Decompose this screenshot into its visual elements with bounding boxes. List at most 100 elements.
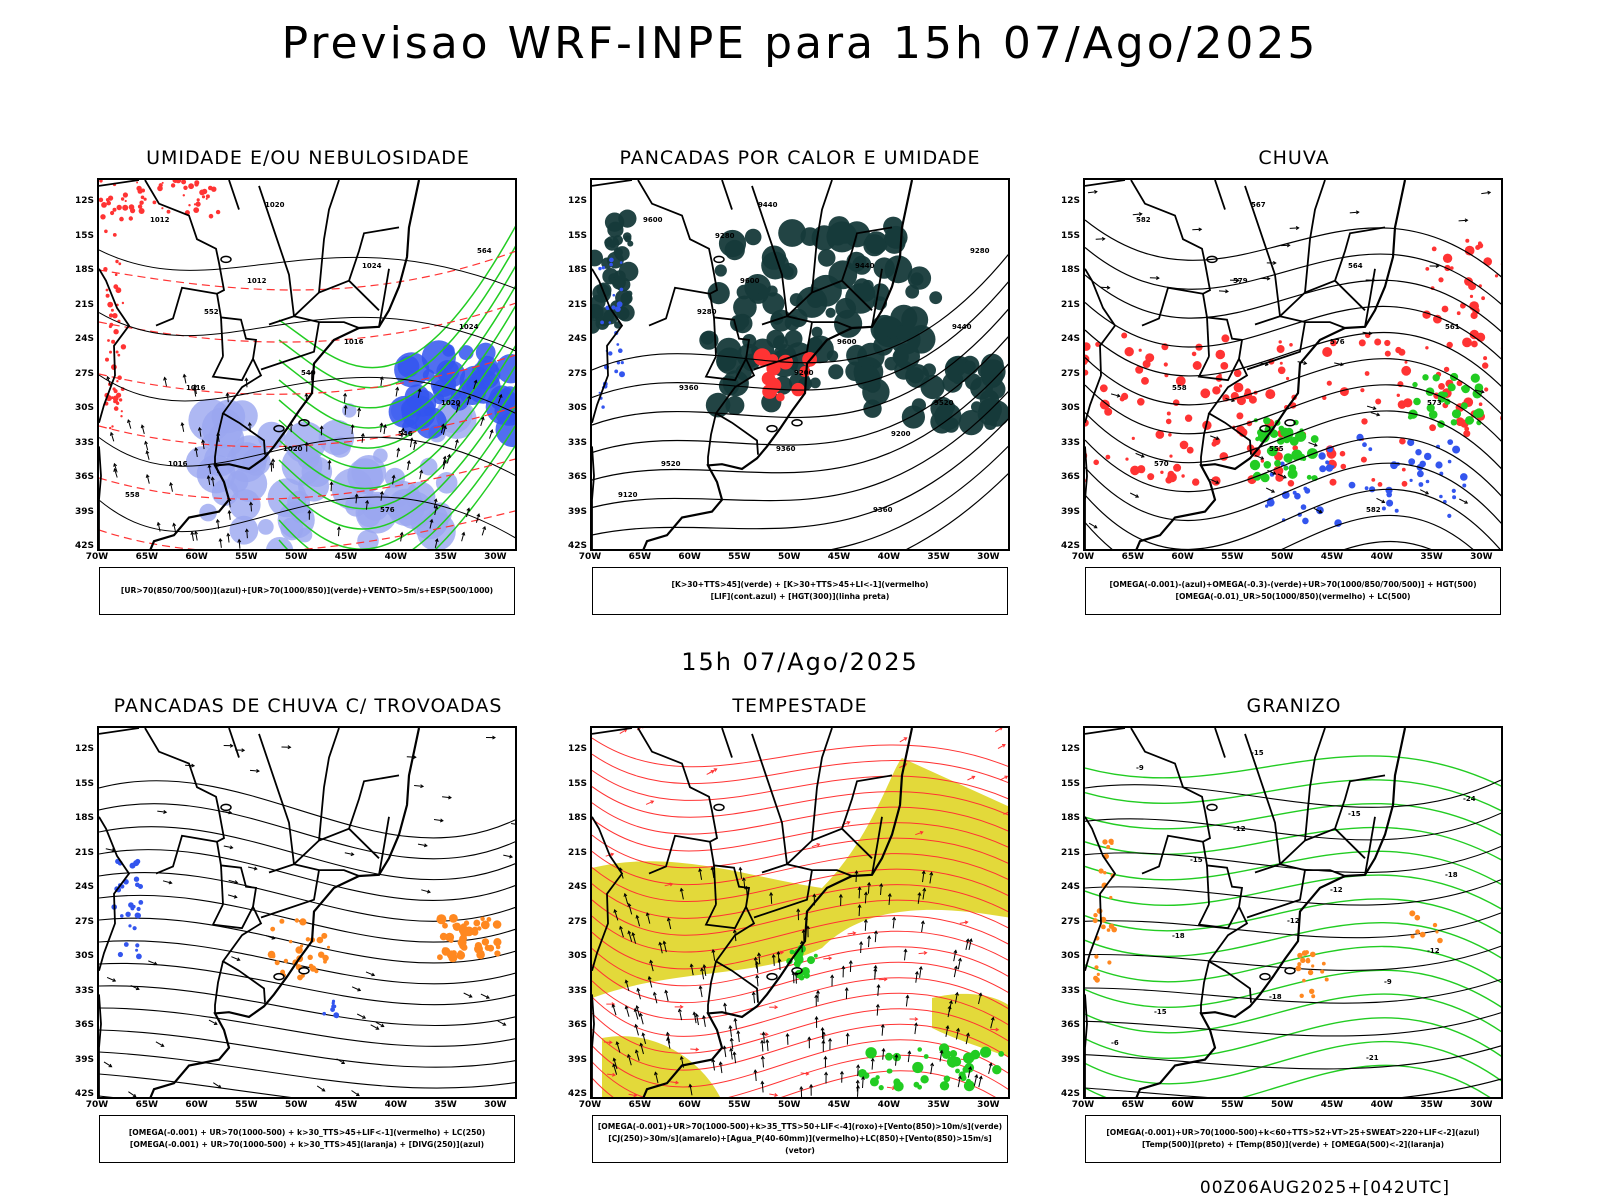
longitude-tick: 70W <box>85 1100 109 1110</box>
temp850-contours-line <box>1085 802 1501 837</box>
wind-vector-head <box>611 1003 616 1008</box>
latitude-tick: 33S <box>74 437 94 448</box>
wind-vector <box>380 423 383 433</box>
thunderstorm-orange-coast-cell <box>274 960 280 966</box>
coastline <box>149 180 421 549</box>
convective-area-cell <box>773 335 788 351</box>
political-border <box>786 774 893 865</box>
wind-vector <box>640 1043 644 1055</box>
wind-vector-head <box>1156 275 1160 280</box>
thickness-red-cell <box>152 200 157 205</box>
wind-vector <box>1088 522 1098 529</box>
rain-red-cell <box>1374 338 1382 346</box>
political-border <box>713 865 717 905</box>
wind-vector <box>164 377 167 387</box>
latitude-tick: 33S <box>567 985 587 996</box>
rain-red-cell <box>1276 345 1285 353</box>
wind-vector-head <box>635 914 640 919</box>
wind-vector-head <box>966 1032 970 1037</box>
forecast-map-3: 582 579 576 573 570 567 564 561 558 555 582 <box>1083 178 1503 551</box>
thunderstorm-orange-coast-cell <box>270 926 276 932</box>
wind-vector-head <box>688 1083 693 1088</box>
convective-area-cell <box>811 225 837 251</box>
thickness-red-west-cell <box>120 410 123 413</box>
lifted-index-contours-cell <box>601 266 606 270</box>
convective-area-cell <box>871 283 890 301</box>
rain-blue-cell <box>1447 439 1454 445</box>
wind-vector-head <box>480 416 485 421</box>
latitude-tick: 12S <box>1060 196 1080 206</box>
wind-vector <box>849 960 852 973</box>
hgt300-contours-line <box>592 253 1008 371</box>
divergence-blue-cell <box>133 876 140 882</box>
wind-vector-head <box>649 959 654 964</box>
wind-vector <box>763 1032 765 1044</box>
latitude-tick: 12S <box>1060 744 1080 754</box>
contour-label: 9360 <box>873 506 893 514</box>
political-border <box>592 180 633 187</box>
wind-vector <box>330 482 333 492</box>
wind-vector <box>162 880 172 884</box>
latitude-tick: 27S <box>1060 368 1080 379</box>
rain-blue-cell <box>1362 442 1367 448</box>
wind-vector <box>670 1081 679 1084</box>
rain-blue-cell <box>1451 488 1456 493</box>
longitude-tick: 55W <box>728 552 751 562</box>
wind-vector-head <box>855 1084 860 1089</box>
rain-red-cell <box>1192 361 1202 370</box>
thickness-red-cell <box>199 189 205 196</box>
humidity-core-cell <box>442 344 455 357</box>
wind-vector <box>247 866 257 870</box>
latitude-tick: 27S <box>74 916 94 927</box>
rain-red-cell <box>1155 430 1165 439</box>
rain-green-cell <box>1266 447 1275 455</box>
wind-vector-head <box>805 1071 810 1076</box>
hgt500-contours <box>1085 219 1501 549</box>
precipitable-water-streamlines-line <box>592 737 1008 768</box>
temp500-contours-line <box>1085 1011 1501 1037</box>
wind-vector-head <box>485 995 490 999</box>
rain-red-cell <box>1138 348 1142 352</box>
divergence-blue-coast-cell <box>322 1011 326 1016</box>
rain-green <box>1249 417 1319 483</box>
map-canvas: 9600960096009520952094409440944093609360… <box>592 180 1008 549</box>
rain-red-cell <box>1279 361 1283 365</box>
hgt300-labels: 9600960096009520952094409440944093609360… <box>618 201 990 514</box>
wind-vector-head <box>852 931 857 936</box>
wind-vector <box>157 522 161 532</box>
wind-vector-head <box>954 965 958 970</box>
wind-vector-head <box>395 386 400 391</box>
political-border <box>637 728 759 1003</box>
wind-vector <box>414 785 424 787</box>
wind-vector-head <box>341 1060 346 1064</box>
wind-vector-head <box>1231 398 1236 403</box>
precipitable-water-streamlines-line <box>592 1070 996 1097</box>
longitude-tick: 70W <box>1071 552 1095 562</box>
wind-vector-head <box>679 887 684 892</box>
lake-outline <box>1259 972 1271 981</box>
wind-vector <box>409 438 413 448</box>
convective-area-west-cell <box>612 235 623 246</box>
longitude-tick: 70W <box>578 552 602 562</box>
forecast-map-6: -9 -12 -12 -12 -15 -15 -15 -18 -18 -18 -21 -24 -15 -1… <box>1083 726 1503 1099</box>
wind-vector-head <box>1282 474 1287 479</box>
wind-vector-head <box>945 1025 950 1029</box>
political-border <box>704 356 747 382</box>
wind-vector <box>1459 498 1468 504</box>
wind-vector <box>1003 811 1008 815</box>
convective-area-cell <box>718 229 747 258</box>
political-border <box>348 280 380 311</box>
wind-vector <box>433 499 437 509</box>
wind-vector-head <box>841 965 846 970</box>
thunderstorm-orange-coast-cell <box>300 973 305 978</box>
wind-vector-head <box>247 422 252 426</box>
wind-vector-head <box>760 1055 765 1060</box>
longitude-tick: 40W <box>1370 552 1394 562</box>
precipitable-water-streamlines-line <box>592 883 1008 919</box>
political-border <box>211 356 254 382</box>
omega500-orange-ocean-cell <box>1414 914 1421 921</box>
rain-blue-cell <box>1325 464 1334 472</box>
rain-red-cell <box>1233 369 1242 378</box>
lifted-index-contours-cell <box>615 306 621 312</box>
wind-vector-head <box>456 402 461 407</box>
